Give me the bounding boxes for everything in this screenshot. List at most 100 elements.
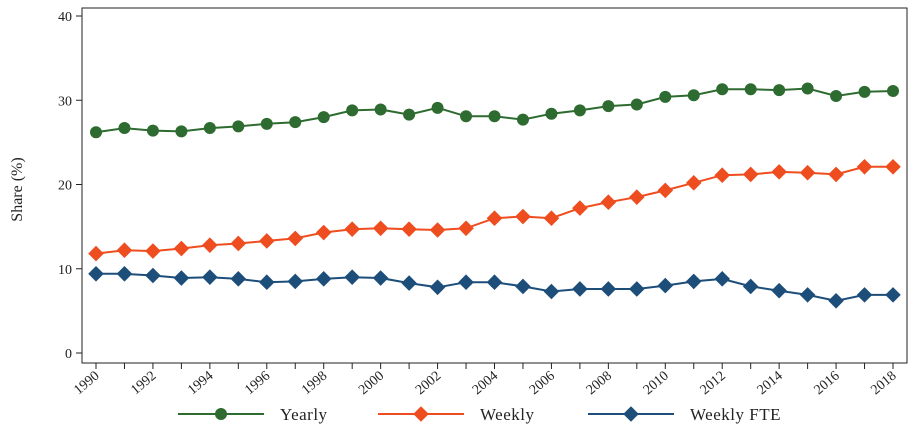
data-point [88, 266, 104, 282]
data-point [685, 273, 702, 290]
x-tick-label: 2010 [641, 369, 672, 398]
x-tick-label: 2008 [584, 369, 615, 398]
data-point [317, 111, 330, 124]
data-point [372, 270, 389, 286]
data-point [429, 279, 446, 296]
data-point [145, 243, 161, 259]
x-tick-label: 2004 [470, 369, 501, 398]
x-tick-label: 2012 [698, 369, 729, 398]
plot-frame [81, 7, 908, 364]
data-point [516, 113, 529, 126]
x-tick-label: 2000 [356, 369, 387, 398]
data-point [629, 281, 645, 297]
legend-item: Yearly [178, 405, 328, 424]
data-point [771, 282, 787, 299]
data-point [573, 104, 586, 117]
data-point [116, 266, 133, 282]
series-layer [88, 82, 901, 309]
data-point [429, 222, 446, 238]
x-tick-label: 1996 [242, 369, 273, 398]
x-tick-label: 1990 [71, 369, 102, 398]
data-point [232, 120, 245, 133]
series-weekly [88, 159, 901, 262]
data-point [315, 224, 332, 241]
data-point [744, 83, 757, 96]
data-point [401, 221, 417, 237]
legend-marker [413, 406, 429, 422]
data-point [346, 104, 359, 117]
data-point [799, 164, 816, 181]
x-tick-label: 2014 [755, 369, 786, 398]
data-point [118, 122, 131, 135]
data-point [716, 83, 729, 96]
data-point [258, 274, 275, 291]
y-tick-label: 20 [58, 179, 72, 194]
data-point [801, 82, 814, 95]
data-point [515, 278, 531, 295]
data-point [173, 270, 190, 286]
data-point [572, 200, 588, 216]
x-tick-label: 1998 [299, 369, 330, 398]
data-point [344, 221, 360, 237]
data-point [572, 281, 588, 297]
data-point [687, 89, 700, 102]
legend-marker [623, 406, 639, 422]
data-point [885, 287, 901, 303]
data-point [258, 233, 275, 249]
data-point [230, 271, 247, 287]
x-tick-label: 1992 [128, 369, 159, 398]
data-point [828, 292, 844, 309]
data-point [630, 98, 643, 111]
axes: 0 10 20 30 40 1990 1992 1994 1996 1998 2000 2002 200… [58, 7, 908, 398]
y-tick-label: 10 [58, 263, 72, 278]
data-point [887, 84, 899, 97]
x-tick-label: 2018 [868, 369, 899, 398]
legend-item: Weekly FTE [588, 405, 781, 424]
data-point [230, 235, 247, 252]
data-point [202, 269, 218, 285]
data-point [486, 210, 503, 226]
data-point [486, 274, 503, 291]
legend: Yearly Weekly Weekly FTE [178, 405, 781, 424]
data-point [515, 208, 531, 225]
data-point [830, 90, 843, 103]
data-point [773, 84, 786, 97]
data-point [260, 117, 273, 130]
data-point [403, 108, 416, 121]
data-point [545, 107, 558, 120]
data-point [374, 103, 387, 116]
data-point [543, 210, 560, 226]
data-point [659, 90, 672, 103]
x-tick-label: 2006 [527, 369, 558, 398]
data-point [657, 182, 674, 199]
data-point [372, 220, 389, 237]
x-tick-label: 1994 [185, 369, 216, 398]
data-point [858, 85, 871, 98]
data-point [714, 271, 731, 287]
data-point [629, 189, 645, 205]
data-point [175, 125, 188, 138]
data-point [289, 116, 302, 129]
data-point [885, 159, 901, 175]
data-point [401, 275, 417, 291]
data-point [714, 167, 731, 184]
data-point [203, 122, 216, 135]
x-tick-label: 2002 [413, 369, 444, 398]
x-tick-label: 2016 [812, 369, 843, 398]
data-point [431, 101, 444, 114]
data-point [315, 271, 332, 287]
data-point [460, 110, 473, 123]
data-point [856, 159, 873, 175]
data-point [488, 110, 501, 123]
data-point [799, 287, 816, 303]
legend-label: Yearly [280, 405, 328, 424]
data-point [458, 220, 474, 237]
y-tick-label: 40 [58, 10, 72, 25]
data-point [344, 269, 360, 285]
data-point [287, 230, 304, 247]
legend-marker [215, 408, 227, 420]
data-point [146, 124, 159, 137]
data-point [742, 278, 759, 295]
legend-label: Weekly FTE [690, 405, 781, 424]
y-tick-label: 0 [65, 347, 72, 362]
